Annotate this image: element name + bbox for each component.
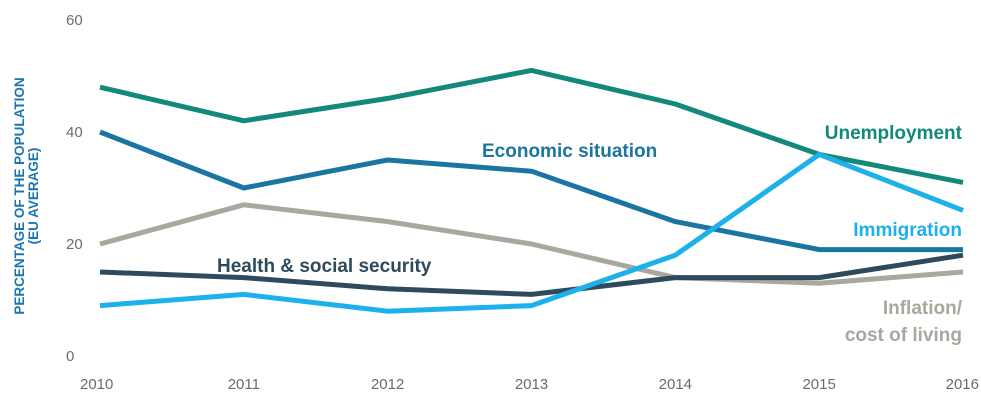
series-line-economic-situation [99,129,963,253]
y-tick-label: 0 [66,348,74,365]
series-label: Health & social security [217,256,432,277]
series-label: Unemployment [825,123,963,144]
x-tick-label: 2015 [802,376,835,393]
series-labels: Unemployment Economic situation Immigratio… [217,123,963,346]
series-label: Economic situation [482,141,657,162]
series-line-immigration [99,151,964,314]
series-label: cost of living [845,325,962,346]
x-axis-ticks: 2010 2011 2012 2013 2014 2015 2016 [80,376,979,393]
series-label: Immigration [853,220,962,241]
x-tick-label: 2016 [946,376,979,393]
y-axis-ticks: 0 20 40 60 [66,12,83,365]
series-line-health-social-security [99,252,964,297]
x-tick-label: 2013 [515,376,548,393]
series-label: Inflation/ [883,298,963,319]
y-tick-label: 20 [66,236,83,253]
y-axis-label-line-1: PERCENTAGE OF THE POPULATION [12,77,27,314]
y-tick-label: 40 [66,124,83,141]
y-tick-label: 60 [66,12,83,29]
x-tick-label: 2012 [371,376,404,393]
x-tick-label: 2010 [80,376,113,393]
x-tick-label: 2011 [228,376,260,393]
x-tick-label: 2014 [659,376,692,393]
series-lines [99,67,964,314]
series-line-inflation-cost-of-living [99,202,964,286]
y-axis-label-line-2: (EU AVERAGE) [26,148,41,245]
y-axis-label: PERCENTAGE OF THE POPULATION (EU AVERAGE… [12,77,41,314]
